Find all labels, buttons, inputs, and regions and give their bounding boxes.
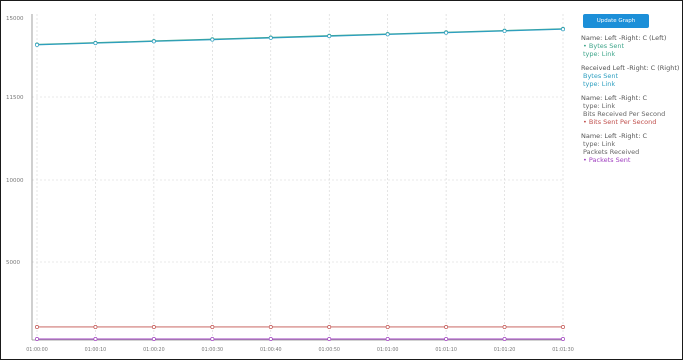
data-point [502, 29, 507, 33]
legend-entry-detail: Packets Received [583, 148, 640, 156]
data-point [327, 34, 332, 39]
data-point [35, 42, 39, 47]
x-tick-label: 01:00:00 [26, 347, 48, 353]
legend-entry-detail: • Bytes Sent [583, 42, 624, 50]
x-tick-label: 01:01:00 [377, 347, 399, 353]
data-point [385, 32, 390, 37]
data-point [444, 325, 449, 329]
x-tick-label: 01:01:30 [552, 347, 574, 353]
legend-entry-detail: type: Link [583, 80, 616, 88]
legend-entry-detail: Bytes Sent [583, 72, 619, 80]
x-tick-label: 01:01:20 [494, 347, 516, 353]
data-point [93, 41, 98, 46]
legend-entry-detail: Bits Received Per Second [583, 110, 666, 118]
data-point [93, 337, 98, 341]
y-tick-label: 10000 [6, 178, 24, 184]
update-graph-button[interactable]: Update Graph [583, 14, 649, 28]
series [35, 26, 565, 341]
data-point [444, 337, 449, 341]
x-tick-label: 01:00:30 [202, 347, 224, 353]
x-tick-label: 01:00:40 [260, 347, 282, 353]
x-tick-label: 01:00:50 [318, 347, 340, 353]
legend-entry-detail: type: Link [583, 102, 616, 110]
data-point [268, 337, 273, 341]
legend-entries: Name: Left -Right: C (Left) • Bytes Sent t… [581, 34, 679, 164]
legend-entry[interactable]: Name: Left -Right: C (Left) • Bytes Sent t… [581, 34, 679, 58]
legend-entry-name: Name: Left -Right: C [581, 132, 647, 140]
data-point [35, 325, 39, 329]
data-point [561, 325, 565, 329]
data-point [561, 337, 565, 341]
data-point [385, 325, 390, 329]
data-point [327, 337, 332, 341]
data-point [385, 337, 390, 341]
legend-entry-name: Name: Left -Right: C [581, 94, 647, 102]
data-point [151, 337, 156, 341]
legend-entry-name: Name: Left -Right: C (Left) [581, 34, 667, 42]
y-tick-label: 11500 [6, 95, 24, 101]
x-tick-label: 01:01:10 [435, 347, 457, 353]
data-point [268, 325, 273, 329]
legend-entry[interactable]: Received Left -Right: C (Right) Bytes Sen… [581, 64, 679, 88]
data-point [210, 325, 215, 329]
x-tick-label: 01:00:10 [85, 347, 107, 353]
grid [32, 14, 564, 340]
data-point [561, 27, 565, 32]
data-point [444, 30, 449, 35]
legend-entry-detail: • Packets Sent [583, 156, 631, 164]
data-point [210, 337, 215, 341]
axes: 15000 11500 10000 5000 01:00:00 01:00:10 01:00… [6, 14, 574, 353]
data-point [35, 337, 39, 341]
legend-entry-detail: • Bits Sent Per Second [583, 118, 657, 126]
data-point [151, 325, 156, 329]
legend-entry-detail: type: Link [583, 140, 616, 148]
data-point [210, 37, 215, 42]
data-point [327, 325, 332, 329]
legend: Update Graph Name: Left -Right: C (Left)… [581, 14, 679, 170]
data-point [93, 325, 98, 329]
series-line [36, 28, 564, 46]
data-point [268, 35, 273, 40]
y-tick-label: 5000 [6, 260, 20, 266]
legend-entry-name: Received Left -Right: C (Right) [581, 64, 679, 72]
x-tick-label: 01:00:20 [143, 347, 165, 353]
y-tick-label: 15000 [6, 16, 24, 22]
data-point [502, 325, 507, 329]
data-point [502, 337, 507, 341]
data-point [151, 39, 156, 44]
legend-entry-detail: type: Link [583, 50, 616, 58]
